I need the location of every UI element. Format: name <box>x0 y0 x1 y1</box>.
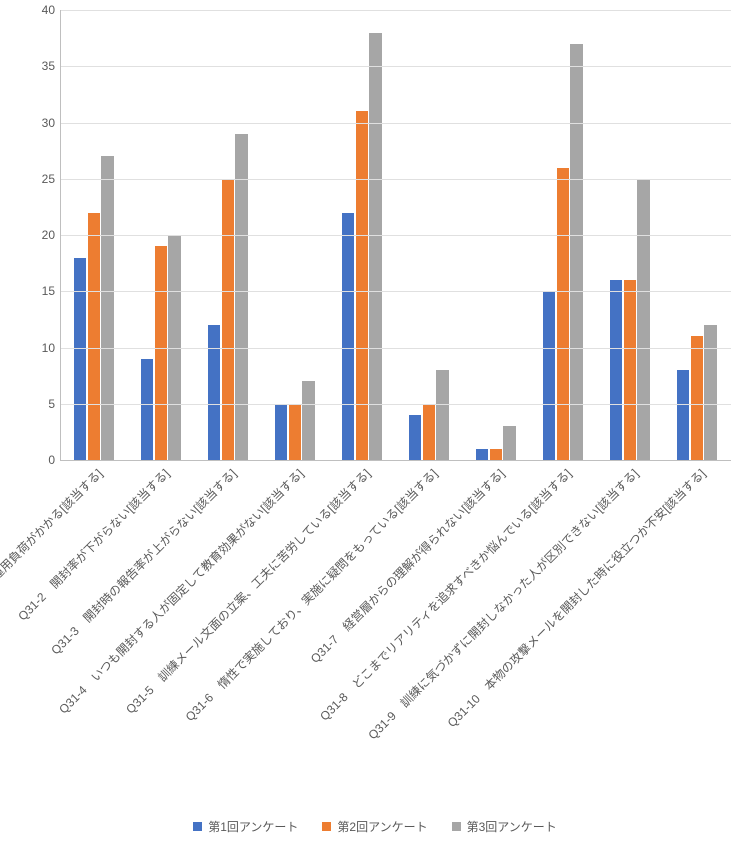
y-tick-label: 15 <box>42 284 61 298</box>
bar <box>570 44 583 460</box>
bar <box>691 336 704 460</box>
bar <box>155 246 168 460</box>
bar <box>409 415 422 460</box>
bar <box>302 381 315 460</box>
bar <box>88 213 101 461</box>
gridline <box>61 10 731 11</box>
bar <box>677 370 690 460</box>
bar <box>235 134 248 460</box>
gridline <box>61 404 731 405</box>
legend-swatch <box>193 822 202 831</box>
legend-swatch <box>322 822 331 831</box>
bar <box>423 404 436 460</box>
gridline <box>61 123 731 124</box>
y-tick-label: 0 <box>48 453 61 467</box>
legend-swatch <box>452 822 461 831</box>
bar <box>289 404 302 460</box>
bar <box>557 168 570 461</box>
bar <box>74 258 87 461</box>
gridline <box>61 179 731 180</box>
legend-label: 第2回アンケート <box>337 818 427 835</box>
bar <box>610 280 623 460</box>
y-tick-label: 35 <box>42 59 61 73</box>
bar <box>624 280 637 460</box>
y-tick-label: 5 <box>48 397 61 411</box>
bar <box>222 179 235 460</box>
y-tick-label: 20 <box>42 228 61 242</box>
bar <box>704 325 717 460</box>
bar <box>141 359 154 460</box>
bar <box>208 325 221 460</box>
chart-container: 0510152025303540 第1回アンケート第2回アンケート第3回アンケー… <box>0 0 750 857</box>
bar <box>101 156 114 460</box>
bar <box>476 449 489 460</box>
bar <box>342 213 355 461</box>
bar <box>543 291 556 460</box>
legend-item: 第1回アンケート <box>193 818 298 835</box>
gridline <box>61 235 731 236</box>
plot-area: 0510152025303540 <box>60 10 731 461</box>
y-tick-label: 40 <box>42 3 61 17</box>
bar <box>356 111 369 460</box>
gridline <box>61 348 731 349</box>
bar <box>637 179 650 460</box>
gridline <box>61 291 731 292</box>
y-tick-label: 25 <box>42 172 61 186</box>
legend-item: 第2回アンケート <box>322 818 427 835</box>
bar <box>436 370 449 460</box>
legend-label: 第1回アンケート <box>208 818 298 835</box>
y-tick-label: 10 <box>42 341 61 355</box>
bar <box>503 426 516 460</box>
bar <box>369 33 382 461</box>
gridline <box>61 66 731 67</box>
legend-label: 第3回アンケート <box>467 818 557 835</box>
bar <box>490 449 503 460</box>
y-tick-label: 30 <box>42 116 61 130</box>
legend: 第1回アンケート 第2回アンケート 第3回アンケート <box>0 818 750 835</box>
bar <box>275 404 288 460</box>
legend-item: 第3回アンケート <box>452 818 557 835</box>
